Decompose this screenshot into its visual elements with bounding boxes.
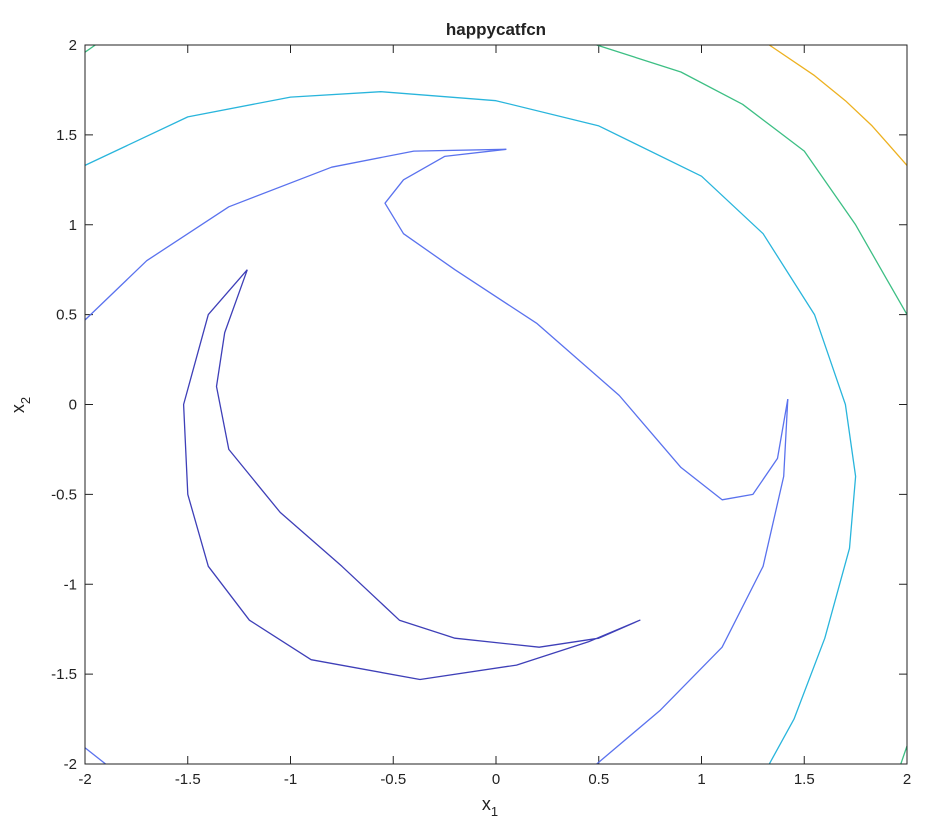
contour-line (84, 747, 107, 765)
x-tick-label: 0 (492, 771, 500, 788)
y-tick-label: -1.5 (51, 666, 77, 683)
chart-title: happycatfcn (446, 20, 546, 39)
y-tick-label: 0.5 (56, 307, 77, 324)
x-tick-label: -1.5 (175, 771, 201, 788)
contour-line (768, 44, 908, 166)
y-tick-label: -2 (64, 756, 77, 773)
contour-line (596, 44, 908, 315)
plot-frame (84, 44, 908, 765)
x-axis-label: x1 (482, 794, 498, 819)
y-tick-label: 0 (69, 397, 77, 414)
y-tick-label: -1 (64, 576, 77, 593)
x-tick-label: -2 (78, 771, 91, 788)
y-tick-label: -0.5 (51, 486, 77, 503)
y-axis-label: x2 (8, 397, 33, 413)
contour-line (84, 91, 857, 765)
x-tick-label: 0.5 (588, 771, 609, 788)
x-tick-label: -1 (284, 771, 297, 788)
x-tick-label: 1.5 (794, 771, 815, 788)
y-tick-label: 1.5 (56, 127, 77, 144)
contour-line (596, 399, 789, 765)
contour-line (182, 269, 641, 681)
x-tick-label: 1 (697, 771, 705, 788)
contour-line (84, 148, 507, 321)
contour-line (84, 44, 96, 53)
x-tick-label: 2 (903, 771, 911, 788)
y-tick-label: 1 (69, 217, 77, 234)
contour-line (384, 148, 789, 501)
y-tick-label: 2 (69, 37, 77, 54)
contour-line (900, 745, 908, 765)
x-tick-label: -0.5 (380, 771, 406, 788)
